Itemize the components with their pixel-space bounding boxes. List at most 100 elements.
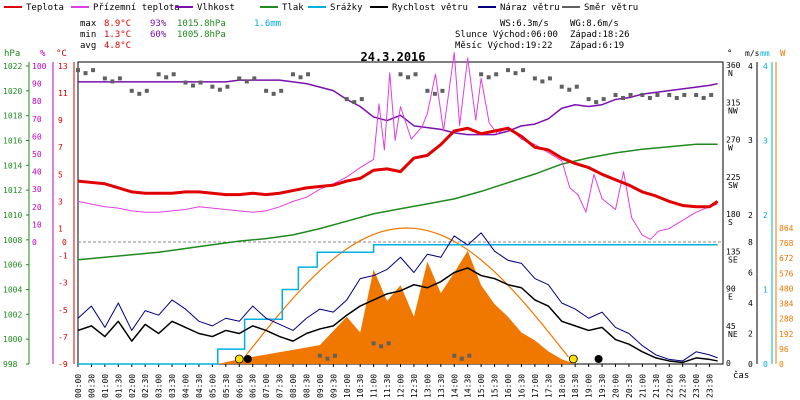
wind-direction-point <box>110 79 115 84</box>
dir-name-label: N <box>728 69 733 78</box>
wind-direction-point <box>701 95 706 100</box>
temp-tick-label: 1 <box>58 224 63 233</box>
x-tick-label: 15:30 <box>491 374 500 398</box>
wind-direction-point <box>102 76 107 81</box>
x-tick-label: 05:30 <box>222 374 231 398</box>
series-wind-gust <box>77 232 718 362</box>
x-tick-label: 10:30 <box>356 374 365 398</box>
dir-tick-label: 315 <box>726 98 741 107</box>
x-tick-label: 16:00 <box>504 374 513 398</box>
stat-min-temp: 1.3°C <box>104 30 131 40</box>
x-tick-label: 07:30 <box>276 374 285 398</box>
wind-direction-point <box>521 68 526 73</box>
wind-direction-point <box>559 84 564 89</box>
series-wind-speed <box>77 267 718 364</box>
x-tick-label: 18:30 <box>571 374 580 398</box>
hpa-tick-label: 1006 <box>3 261 22 270</box>
pct-axis-title: % <box>40 49 46 59</box>
dir-name-label: E <box>728 293 733 302</box>
solar-tick-label: 96 <box>779 345 789 354</box>
hpa-tick-label: 1002 <box>3 310 22 319</box>
series-ground-temp <box>77 51 718 240</box>
wind-direction-point <box>325 356 330 361</box>
wind-direction-point <box>129 88 134 93</box>
x-tick-label: 13:00 <box>423 374 432 398</box>
x-tick-label: 02:30 <box>141 374 150 398</box>
wind-direction-point <box>440 88 445 93</box>
info-panel: WS:6.3m/s WG:8.6m/s Slunce Východ:06:00 … <box>455 19 630 51</box>
wind-direction-point <box>647 95 652 100</box>
solar-clear-sky-curve <box>238 227 569 365</box>
wind-direction-point <box>306 72 311 77</box>
x-tick-label: 11:00 <box>370 374 379 398</box>
dir-name-label: NW <box>728 106 738 115</box>
x-tick-label: 17:00 <box>531 374 540 398</box>
x-tick-label: 04:30 <box>195 374 204 398</box>
pct-tick-label: 100 <box>32 62 47 71</box>
x-unit-label: čas <box>733 370 749 381</box>
series-rain <box>78 244 718 365</box>
legend-label: Rychlost větru <box>392 3 468 13</box>
series-pressure <box>77 143 718 261</box>
x-tick-label: 14:00 <box>450 374 459 398</box>
x-tick-label: 08:30 <box>302 374 311 398</box>
pct-tick-label: 30 <box>32 185 42 194</box>
pct-tick-label: 40 <box>32 168 42 177</box>
hpa-tick-label: 1022 <box>3 62 22 71</box>
hpa-tick-label: 1004 <box>3 286 22 295</box>
stat-max-rain: 1.6mm <box>254 19 281 29</box>
x-tick-label: 06:00 <box>235 374 244 398</box>
wind-direction-point <box>406 75 411 80</box>
x-tick-label: 15:00 <box>477 374 486 398</box>
pct-tick-label: 50 <box>32 150 42 159</box>
wind-direction-point <box>171 72 176 77</box>
chart-title: 24.3.2016 <box>360 50 425 64</box>
x-tick-label: 11:30 <box>383 374 392 398</box>
wind-direction-point <box>655 92 660 97</box>
dir-name-label: SW <box>728 181 738 190</box>
moon-rise-info: Měsíc Východ:19:22 <box>455 41 553 51</box>
solar-tick-label: 672 <box>779 254 794 263</box>
x-tick-label: 16:30 <box>517 374 526 398</box>
statistics-panel: max 8.9°C 93% 1015.8hPa 1.6mm min 1.3°C … <box>80 19 281 51</box>
pct-tick-label: 20 <box>32 203 42 212</box>
wind-direction-point <box>709 92 714 97</box>
wind-direction-point <box>332 353 337 358</box>
wind-direction-point <box>156 72 161 77</box>
hpa-tick-label: 1016 <box>3 137 22 146</box>
wind-direction-point <box>694 92 699 97</box>
hpa-tick-label: 1000 <box>3 335 22 344</box>
wind-direction-point <box>506 68 510 73</box>
dir-name-label: W <box>728 144 733 153</box>
stat-min-label: min <box>80 30 96 40</box>
hpa-tick-label: 1020 <box>3 87 22 96</box>
pct-tick-label: 60 <box>32 132 42 141</box>
wind-direction-point <box>264 88 269 93</box>
stat-avg-label: avg <box>80 41 96 51</box>
pct-tick-label: 10 <box>32 220 42 229</box>
pct-tick-label: 90 <box>32 80 42 89</box>
wind-axis-title: m/s <box>745 49 760 58</box>
wind-direction-point <box>467 353 472 358</box>
axes: hPa1022102010181016101410121010100810061… <box>3 49 794 398</box>
x-tick-label: 09:00 <box>316 374 325 398</box>
x-tick-label: 03:30 <box>168 374 177 398</box>
stat-min-press: 1005.8hPa <box>177 30 226 40</box>
solar-tick-label: 192 <box>779 330 794 339</box>
x-tick-label: 10:00 <box>343 374 352 398</box>
x-tick-label: 18:00 <box>558 374 567 398</box>
solar-tick-label: 480 <box>779 284 794 293</box>
wind-direction-point <box>371 341 376 346</box>
wind-direction-point <box>540 79 545 84</box>
x-tick-label: 20:00 <box>612 374 621 398</box>
x-tick-label: 09:30 <box>329 374 338 398</box>
temp-tick-label: -3 <box>58 279 68 288</box>
x-tick-label: 01:30 <box>114 374 123 398</box>
temp-tick-label: -5 <box>58 306 68 315</box>
wind-direction-point <box>91 68 96 73</box>
sun-set-info: Západ:18:26 <box>570 30 630 40</box>
wind-direction-point <box>621 95 626 100</box>
rain-tick-label: 3 <box>763 137 768 146</box>
wind-direction-point <box>486 75 491 80</box>
